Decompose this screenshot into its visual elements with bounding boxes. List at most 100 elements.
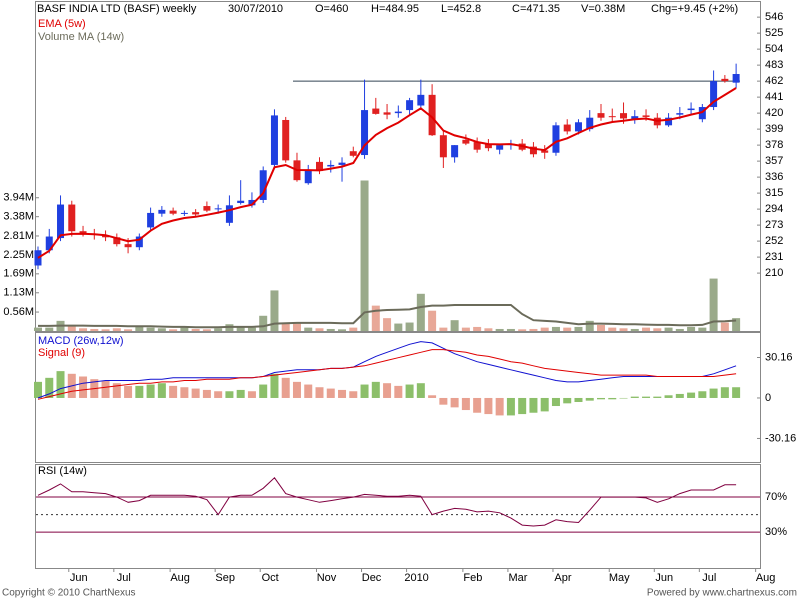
macd-line	[37, 341, 737, 399]
legend-rsi: RSI (14w)	[38, 465, 87, 477]
volume-bar	[338, 329, 347, 331]
macd-histogram-bar	[247, 391, 256, 398]
macd-histogram-bar	[135, 385, 144, 398]
volume-bar	[687, 326, 696, 331]
macd-histogram-bar	[551, 397, 560, 407]
macd-histogram-bar	[180, 387, 189, 398]
y-tick-label: 420	[765, 107, 783, 119]
macd-histogram-bar	[709, 388, 718, 398]
y-tick-label: 30.16	[765, 351, 793, 363]
macd-histogram-bar	[732, 387, 741, 398]
volume-bar	[720, 322, 729, 331]
quote-close: C=471.35	[512, 3, 560, 15]
macd-histogram-bar	[439, 397, 448, 405]
volume-bar	[619, 328, 628, 331]
quote-change: Chg=+9.45 (+2%)	[651, 3, 738, 15]
macd-histogram-bar	[394, 385, 403, 398]
y-tick-label: 3.94M	[3, 192, 34, 204]
volume-bar	[180, 327, 189, 331]
y-tick-label: 546	[765, 11, 783, 23]
volume-bar	[315, 328, 324, 331]
volume-bar	[551, 326, 560, 331]
x-tick-label: Jun	[70, 572, 88, 584]
candle-body	[270, 115, 278, 165]
candle-body	[169, 210, 177, 214]
candle-body	[259, 170, 267, 200]
volume-bar	[642, 327, 651, 331]
macd-histogram-bar	[687, 392, 696, 398]
volume-bar	[90, 328, 99, 331]
candle-body	[316, 161, 323, 172]
x-tick-label: Oct	[262, 572, 279, 584]
y-tick-label: 336	[765, 171, 783, 183]
y-tick-label: 0.56M	[3, 306, 34, 318]
volume-bar	[416, 293, 425, 331]
x-tick-label: 2010	[404, 572, 428, 584]
macd-histogram-bar	[326, 388, 335, 398]
quote-volume: V=0.38M	[581, 3, 625, 15]
macd-histogram-bar	[34, 381, 42, 398]
macd-histogram-bar	[124, 385, 133, 398]
y-tick-label: 462	[765, 75, 783, 87]
y-tick-label: 1.69M	[3, 268, 34, 280]
candle-body	[541, 150, 549, 153]
y-tick-label: 3.38M	[3, 211, 34, 223]
candle-body	[338, 162, 346, 165]
y-tick-label: 252	[765, 235, 783, 247]
y-tick-label: 0	[765, 392, 771, 404]
y-tick-label: 357	[765, 155, 783, 167]
legend-signal: Signal (9)	[38, 347, 85, 359]
volume-bar	[191, 328, 200, 331]
volume-bar	[664, 327, 673, 331]
volume-bar	[428, 310, 437, 331]
y-tick-label: -30.16	[765, 432, 796, 444]
volume-bar	[135, 326, 144, 331]
macd-histogram-bar	[428, 395, 437, 398]
quote-open: O=460	[315, 3, 348, 15]
volume-bar	[67, 324, 76, 331]
x-tick-label: Mar	[508, 572, 527, 584]
candle-body	[372, 108, 380, 114]
macd-histogram-bar	[169, 385, 178, 398]
volume-bar	[236, 326, 245, 331]
candle-body	[484, 143, 492, 149]
macd-histogram-bar	[225, 391, 234, 398]
candle-body	[237, 200, 245, 204]
candle-body	[574, 122, 582, 132]
candle-body	[586, 117, 594, 130]
volume-bar	[292, 323, 301, 331]
candle-body	[394, 111, 402, 114]
candle-body	[282, 119, 290, 161]
macd-histogram-bar	[270, 373, 279, 398]
y-tick-label: 210	[765, 267, 783, 279]
volume-bar	[124, 329, 133, 331]
x-tick-label: Jul	[702, 572, 716, 584]
price-panel	[35, 1, 761, 332]
macd-histogram-bar	[675, 393, 684, 398]
volume-bar	[585, 320, 594, 331]
volume-bar	[146, 327, 155, 331]
candle-body	[383, 112, 391, 115]
volume-bar	[79, 328, 88, 331]
macd-histogram-bar	[642, 396, 651, 398]
y-tick-label: 399	[765, 123, 783, 135]
volume-bar	[608, 327, 617, 331]
macd-histogram-bar	[450, 397, 459, 408]
macd-histogram-bar	[585, 397, 594, 401]
volume-bar	[281, 322, 290, 331]
volume-bar	[112, 328, 121, 331]
macd-histogram-bar	[157, 383, 166, 398]
y-tick-label: 2.81M	[3, 230, 34, 242]
legend-macd: MACD (26w,12w)	[38, 335, 124, 347]
volume-bar	[202, 329, 211, 331]
volume-bar	[394, 323, 403, 331]
candle-body	[676, 113, 684, 115]
volume-bar	[698, 327, 707, 331]
candle-body	[597, 113, 605, 118]
macd-histogram-bar	[540, 397, 549, 412]
chart-title: BASF INDIA LTD (BASF) weekly	[37, 3, 197, 15]
candle-body	[642, 115, 650, 117]
candle-body	[248, 199, 256, 206]
x-tick-label: Apr	[554, 572, 571, 584]
x-tick-label: May	[609, 572, 630, 584]
